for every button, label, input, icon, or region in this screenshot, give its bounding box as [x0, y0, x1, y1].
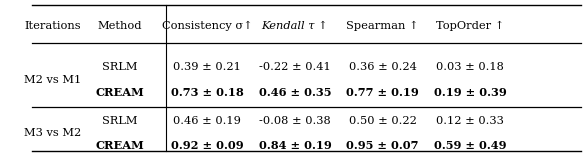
- Text: 0.19 ± 0.39: 0.19 ± 0.39: [434, 87, 506, 98]
- Text: 0.77 ± 0.19: 0.77 ± 0.19: [346, 87, 419, 98]
- Text: M3 vs M2: M3 vs M2: [24, 128, 81, 138]
- Text: 0.73 ± 0.18: 0.73 ± 0.18: [171, 87, 244, 98]
- Text: 0.03 ± 0.18: 0.03 ± 0.18: [436, 62, 504, 72]
- Text: 0.50 ± 0.22: 0.50 ± 0.22: [349, 116, 416, 126]
- Text: -0.08 ± 0.38: -0.08 ± 0.38: [259, 116, 331, 126]
- Text: SRLM: SRLM: [102, 62, 137, 72]
- Text: Consistency σ↑: Consistency σ↑: [162, 21, 253, 31]
- Text: 0.12 ± 0.33: 0.12 ± 0.33: [436, 116, 504, 126]
- Text: Spearman ↑: Spearman ↑: [346, 21, 419, 31]
- Text: 0.46 ± 0.19: 0.46 ± 0.19: [173, 116, 241, 126]
- Text: 0.59 ± 0.49: 0.59 ± 0.49: [434, 140, 506, 151]
- Text: M2 vs M1: M2 vs M1: [24, 75, 81, 85]
- Text: 0.92 ± 0.09: 0.92 ± 0.09: [171, 140, 244, 151]
- Text: 0.95 ± 0.07: 0.95 ± 0.07: [346, 140, 419, 151]
- Text: Kendall τ ↑: Kendall τ ↑: [262, 21, 328, 31]
- Text: CREAM: CREAM: [95, 140, 144, 151]
- Text: Iterations: Iterations: [25, 21, 81, 31]
- Text: 0.39 ± 0.21: 0.39 ± 0.21: [173, 62, 241, 72]
- Text: -0.22 ± 0.41: -0.22 ± 0.41: [259, 62, 331, 72]
- Text: 0.84 ± 0.19: 0.84 ± 0.19: [259, 140, 331, 151]
- Text: TopOrder ↑: TopOrder ↑: [436, 21, 504, 31]
- Text: 0.36 ± 0.24: 0.36 ± 0.24: [349, 62, 416, 72]
- Text: Method: Method: [98, 21, 142, 31]
- Text: CREAM: CREAM: [95, 87, 144, 98]
- Text: 0.46 ± 0.35: 0.46 ± 0.35: [259, 87, 331, 98]
- Text: SRLM: SRLM: [102, 116, 137, 126]
